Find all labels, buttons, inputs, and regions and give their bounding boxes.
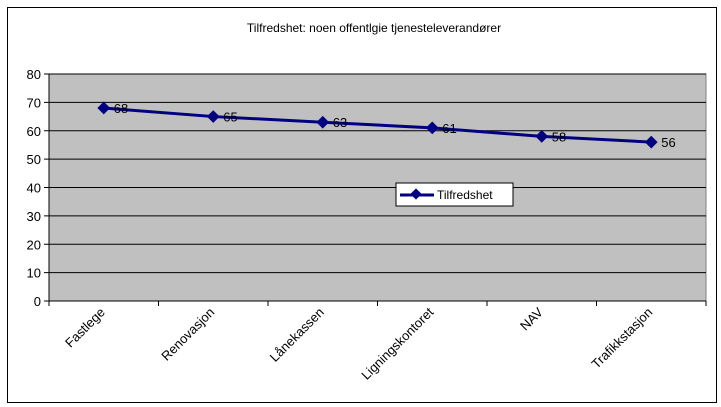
x-tick-label: Lånekassen xyxy=(267,305,327,365)
y-tick-label: 10 xyxy=(27,266,41,281)
x-tick-label: Ligningskontoret xyxy=(358,304,436,382)
y-tick-label: 40 xyxy=(27,181,41,196)
data-point xyxy=(425,121,439,135)
legend-marker-icon xyxy=(410,188,422,200)
data-label: 58 xyxy=(552,129,566,144)
data-point xyxy=(316,115,330,129)
y-tick-label: 50 xyxy=(27,152,41,167)
x-tick-label: Trafikkstasjon xyxy=(588,305,655,372)
plot-area: 0 10 20 30 40 50 60 70 80 Fastlege Renovasjon Lånek… xyxy=(27,67,707,383)
data-label: 56 xyxy=(661,135,675,150)
data-label: 63 xyxy=(333,115,347,130)
y-tick-label: 80 xyxy=(27,67,41,82)
legend-box xyxy=(395,182,514,207)
chart-title: Tilfredshet: noen offentlgie tjenestelev… xyxy=(247,21,501,35)
series-line xyxy=(103,106,652,144)
data-point xyxy=(206,110,220,123)
data-label: 65 xyxy=(223,110,237,125)
y-tick-label: 20 xyxy=(27,237,41,252)
data-label: 61 xyxy=(442,121,456,136)
y-tick-label: 0 xyxy=(34,294,41,309)
y-tick-label: 70 xyxy=(27,95,41,110)
y-tick-label: 60 xyxy=(27,124,41,139)
x-tick-label: Renovasjon xyxy=(158,305,217,364)
x-tick-label: Fastlege xyxy=(62,305,108,351)
data-label: 68 xyxy=(114,101,128,116)
y-tick-label: 30 xyxy=(27,209,41,224)
legend-label: Tilfredshet xyxy=(437,188,493,202)
legend: Tilfredshet xyxy=(395,182,514,207)
x-tick-label: NAV xyxy=(517,304,546,333)
